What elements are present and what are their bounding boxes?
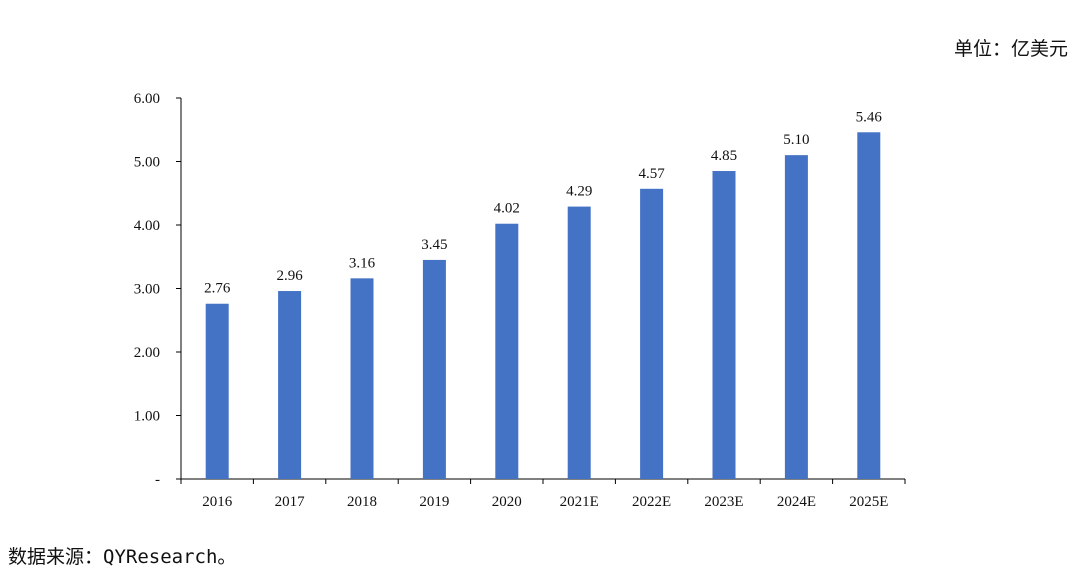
x-tick-label: 2020 (492, 494, 522, 510)
bar-2018 (350, 278, 374, 479)
data-label: 5.10 (783, 132, 809, 148)
x-tick-label: 2022E (632, 494, 671, 510)
data-label: 3.45 (421, 237, 447, 253)
bar-2024E (784, 155, 808, 479)
bars (205, 132, 881, 480)
y-tick-label: 4.00 (134, 218, 160, 234)
data-labels: 2.76 2.96 3.16 3.45 4.02 4.29 4.57 4.85 5.10 5.46 (204, 109, 882, 296)
source-note: 数据来源：QYResearch。 (8, 546, 237, 568)
data-label: 4.29 (566, 184, 592, 200)
y-axis: - 1.00 2.00 3.00 4.00 5.00 6.00 (134, 91, 182, 488)
x-tick-label: 2016 (202, 494, 233, 510)
y-tick-label: 2.00 (134, 345, 160, 361)
data-label: 4.02 (494, 201, 520, 217)
bar-2019 (422, 259, 446, 479)
data-label: 4.85 (711, 148, 737, 164)
x-tick-label: 2023E (704, 494, 743, 510)
bar-2021E (567, 206, 591, 479)
bar-2025E (857, 132, 881, 480)
x-tick-label: 2024E (777, 494, 816, 510)
unit-label: 单位：亿美元 (953, 38, 1068, 60)
x-tick-label: 2017 (275, 494, 306, 510)
y-tick-label: - (155, 472, 160, 488)
x-tick-label: 2021E (560, 494, 599, 510)
y-tick-label: 5.00 (134, 155, 160, 171)
bar-2017 (278, 291, 302, 479)
x-tick-label: 2018 (347, 494, 377, 510)
data-label: 2.96 (276, 268, 303, 284)
data-label: 2.76 (204, 281, 231, 297)
x-axis: 2016 2017 2018 2019 2020 2021E 2022E 2023E 2024E… (180, 478, 906, 510)
data-label: 5.46 (856, 109, 883, 125)
data-label: 3.16 (349, 255, 376, 271)
y-tick-label: 1.00 (134, 409, 160, 425)
bar-2020 (495, 223, 519, 479)
y-tick-label: 6.00 (134, 91, 160, 107)
bar-2022E (640, 188, 664, 479)
bar-2023E (712, 171, 736, 479)
x-tick-label: 2019 (419, 494, 449, 510)
data-label: 4.57 (638, 166, 665, 182)
bar-2016 (205, 303, 229, 479)
x-tick-label: 2025E (849, 494, 888, 510)
y-tick-label: 3.00 (134, 282, 160, 298)
